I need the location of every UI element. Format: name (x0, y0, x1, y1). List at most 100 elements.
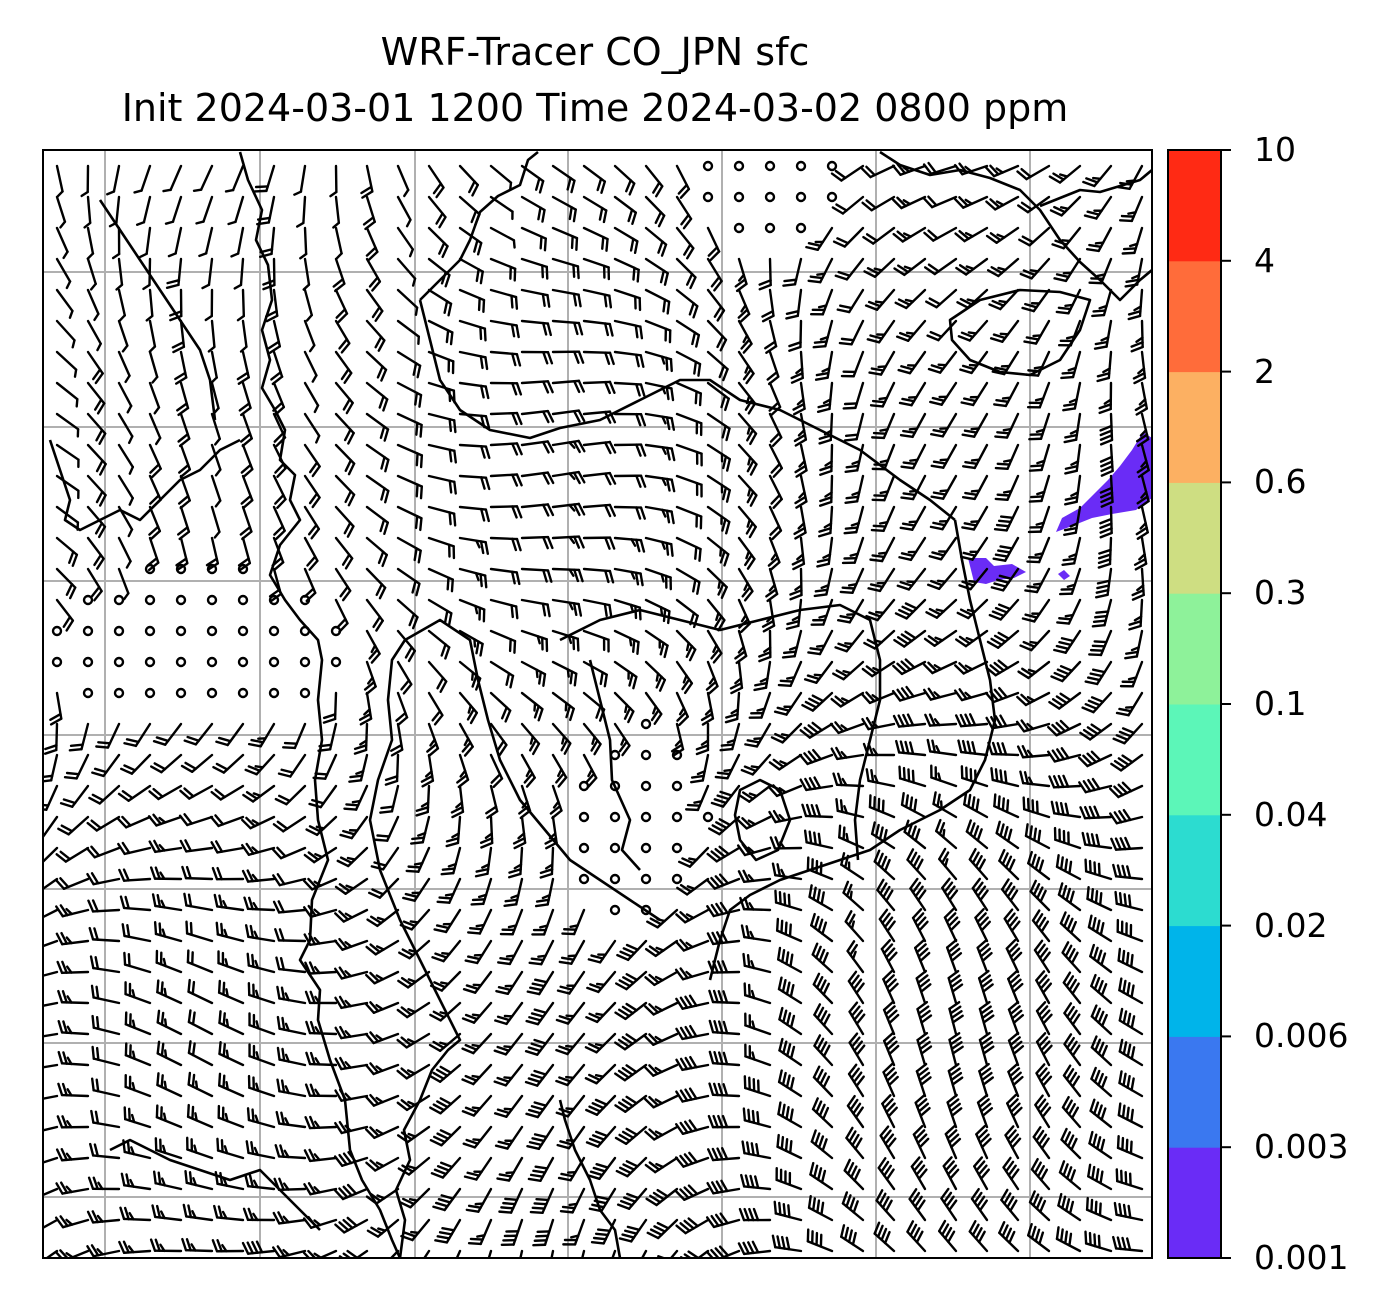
colorbar-swatch (1168, 1036, 1221, 1148)
wind-barb (958, 567, 989, 591)
wind-barb (508, 846, 524, 879)
wind-barb (333, 1183, 369, 1201)
wind-barb (948, 1032, 964, 1067)
wind-barb (993, 505, 1020, 532)
wind-barb (695, 722, 710, 756)
wind-barb (55, 567, 77, 600)
wind-barb (942, 1156, 960, 1191)
calm-wind-marker (640, 718, 652, 730)
wind-barb (198, 226, 214, 258)
calm-wind-marker (826, 160, 838, 172)
wind-barb (877, 1157, 896, 1191)
wind-barb (334, 443, 356, 476)
wind-barb (961, 412, 989, 438)
wind-barb (1016, 691, 1051, 707)
wind-barb (224, 164, 245, 193)
wind-barb (777, 660, 803, 688)
wind-barb (927, 350, 958, 374)
wind-barb (1028, 412, 1051, 441)
wind-barb (645, 1187, 679, 1207)
wind-barb (276, 1046, 307, 1067)
wind-barb (994, 474, 1020, 501)
wind-barb (1061, 941, 1082, 974)
wind-barb (1016, 745, 1051, 759)
wind-barb (582, 536, 616, 550)
calm-wind-marker (237, 625, 249, 637)
wind-barb (989, 319, 1020, 343)
wind-barb (458, 350, 489, 371)
wind-barb (551, 195, 577, 223)
wind-barb (644, 970, 679, 987)
wind-barb (871, 443, 896, 471)
wind-barb (1055, 854, 1082, 881)
wind-barb (489, 226, 516, 249)
wind-barb (458, 722, 474, 757)
wind-barb (582, 319, 614, 337)
wind-barb (761, 288, 775, 323)
wind-barb (1024, 567, 1051, 594)
wind-barb (611, 1249, 617, 1258)
wind-barb (247, 982, 276, 1005)
wind-barb (520, 226, 547, 252)
wind-barb (1093, 319, 1113, 350)
wind-barb (405, 846, 431, 873)
wind-barb (1086, 886, 1113, 912)
wind-barb (303, 412, 321, 444)
wind-barb (1136, 412, 1150, 447)
wind-barb (334, 505, 355, 538)
wind-barb (976, 938, 993, 974)
wind-barb (396, 1094, 431, 1112)
wind-barb (830, 691, 865, 708)
wind-barb (185, 920, 214, 943)
wind-barb (1007, 1031, 1025, 1067)
calm-wind-marker (206, 656, 218, 668)
wind-barb (333, 937, 369, 951)
wind-barb (708, 1050, 741, 1067)
wind-barb (739, 896, 772, 912)
wind-barb (1085, 226, 1113, 253)
wind-barb (43, 722, 59, 755)
wind-barb (860, 691, 896, 705)
wind-barb (353, 722, 369, 755)
wind-barb (922, 687, 958, 701)
wind-barb (1099, 474, 1114, 508)
wind-barb (427, 164, 445, 199)
wind-barb (771, 862, 803, 881)
wind-barb (769, 836, 803, 850)
wind-barb (247, 1074, 276, 1098)
wind-barb (906, 1220, 927, 1253)
wind-barb (303, 1182, 338, 1196)
wind-barb (1024, 823, 1051, 850)
wind-barb (427, 474, 457, 495)
wind-barb (1027, 1222, 1051, 1253)
wind-barb (43, 784, 59, 811)
wind-barb (124, 1073, 152, 1098)
wind-barb (675, 505, 703, 530)
wind-barb (55, 226, 69, 260)
wind-barb (427, 567, 454, 593)
wind-barb (68, 722, 90, 752)
wind-barb (1007, 1000, 1025, 1036)
wind-barb (770, 722, 803, 744)
wind-barb (177, 474, 191, 510)
wind-barb (544, 815, 558, 850)
wind-barb (44, 1249, 59, 1258)
wind-barb (1088, 257, 1113, 285)
wind-barb (839, 567, 865, 594)
wind-barb (894, 598, 927, 620)
wind-barb (832, 660, 865, 681)
wind-barb (551, 350, 585, 364)
wind-barb (644, 691, 663, 725)
wind-barb (840, 852, 865, 881)
wind-barb (365, 536, 388, 568)
wind-barb (108, 195, 121, 228)
calm-wind-marker (764, 191, 776, 203)
wind-barb (167, 226, 183, 258)
wind-barb (90, 1077, 121, 1098)
coastline-landmass-south (559, 603, 882, 861)
wind-barb (777, 1101, 803, 1129)
wind-barb (582, 691, 606, 722)
wind-barb (117, 567, 130, 601)
wind-barb (551, 567, 584, 583)
wind-barb (55, 257, 72, 290)
